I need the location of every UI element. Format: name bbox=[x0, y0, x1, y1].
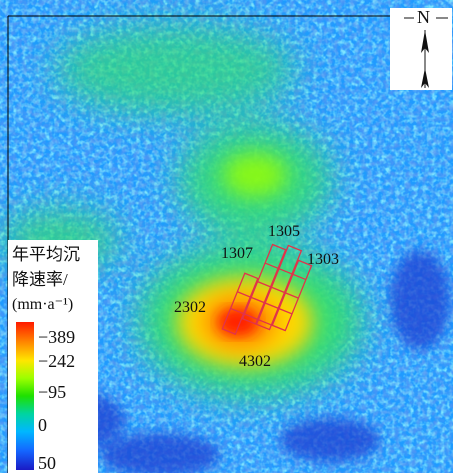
mining-panels bbox=[221, 243, 313, 335]
north-arrow-icon bbox=[404, 17, 448, 88]
legend-tick-3: −95 bbox=[38, 382, 67, 402]
panel-label-1307: 1307 bbox=[221, 245, 253, 262]
legend-title-line-1: 年平均沉 bbox=[12, 245, 80, 264]
legend: 年平均沉 降速率/ (mm·a⁻¹) −389 −242 −95 0 50 bbox=[8, 240, 98, 473]
panel-label-4302: 4302 bbox=[239, 353, 271, 370]
north-label: N bbox=[417, 7, 430, 27]
legend-tick-4: 0 bbox=[38, 415, 47, 435]
legend-color-bar bbox=[16, 322, 34, 470]
panel-label-1305: 1305 bbox=[268, 223, 300, 240]
north-arrow-box: N bbox=[390, 8, 452, 90]
panel-label-1303: 1303 bbox=[307, 251, 339, 268]
legend-title-line-3: (mm·a⁻¹) bbox=[12, 296, 74, 313]
legend-tick-1: −389 bbox=[38, 327, 76, 347]
legend-title-line-2: 降速率/ bbox=[12, 270, 68, 289]
panel-label-2302: 2302 bbox=[174, 299, 206, 316]
legend-tick-2: −242 bbox=[38, 351, 76, 371]
legend-tick-5: 50 bbox=[38, 453, 56, 473]
